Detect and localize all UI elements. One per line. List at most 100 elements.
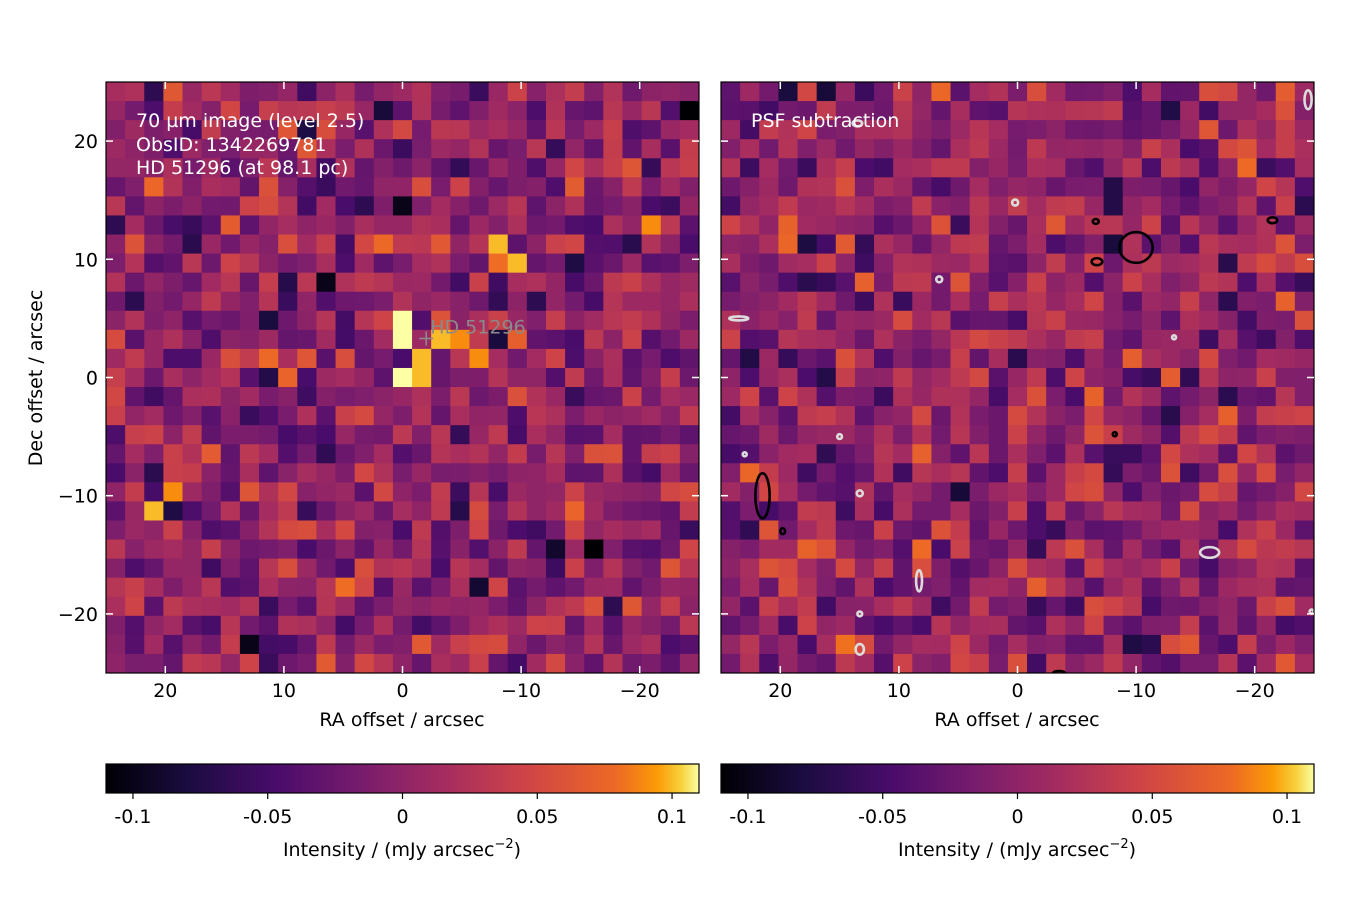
heatmap-pixel [950, 158, 971, 178]
heatmap-pixel [526, 577, 547, 598]
heatmap-pixel [335, 234, 356, 255]
heatmap-pixels [721, 82, 1314, 673]
heatmap-pixel [488, 82, 509, 102]
heatmap-pixel [182, 272, 203, 293]
heatmap-pixel [163, 596, 184, 617]
heatmap-pixel [1141, 520, 1162, 541]
heatmap-pixel [603, 520, 624, 541]
heatmap-pixel [259, 596, 279, 617]
heatmap-pixel [854, 196, 875, 217]
heatmap-pixel [144, 425, 164, 445]
heatmap-pixel [1218, 482, 1239, 503]
heatmap-pixel [373, 177, 394, 197]
heatmap-pixel [1122, 310, 1143, 331]
heatmap-pixel [1027, 348, 1047, 369]
heatmap-pixel [507, 577, 528, 598]
heatmap-pixel [565, 348, 585, 369]
heatmap-pixel [950, 272, 971, 293]
heatmap-pixel [778, 82, 799, 102]
heatmap-pixel [431, 653, 451, 673]
heatmap-pixel [1103, 596, 1124, 617]
heatmap-pixel [1256, 101, 1277, 121]
heatmap-pixel [1256, 139, 1277, 159]
heatmap-pixel [1160, 577, 1181, 598]
heatmap-pixel [220, 272, 241, 293]
contour-positive [1118, 230, 1155, 265]
heatmap-pixel [1046, 253, 1066, 274]
heatmap-pixel [1256, 177, 1277, 197]
heatmap-pixel [469, 501, 490, 522]
heatmap-pixel [201, 139, 222, 159]
heatmap-pixel [1084, 406, 1105, 426]
heatmap-pixel [1218, 463, 1239, 483]
heatmap-pixel [1237, 425, 1258, 445]
heatmap-pixel [469, 653, 490, 673]
heatmap-pixel [759, 348, 779, 369]
heatmap-pixel [1256, 196, 1277, 217]
heatmap-pixel [969, 329, 990, 350]
heatmap-pixel [1141, 329, 1162, 350]
heatmap-pixel [759, 329, 779, 350]
heatmap-pixel [778, 615, 799, 636]
heatmap-pixel [1199, 177, 1219, 197]
heatmap-pixel [278, 539, 298, 560]
heatmap-pixel [893, 482, 913, 503]
heatmap-pixel [679, 367, 699, 388]
heatmap-pixel [1275, 482, 1296, 503]
heatmap-pixel [335, 196, 356, 217]
heatmap-pixel [1027, 196, 1047, 217]
heatmap-pixel [641, 291, 662, 312]
heatmap-pixel [373, 158, 394, 178]
heatmap-pixel [259, 558, 279, 579]
heatmap-pixel [1160, 310, 1181, 331]
heatmap-pixel [603, 482, 624, 503]
heatmap-pixel [1141, 406, 1162, 426]
heatmap-pixel [526, 539, 547, 560]
heatmap-pixel [1046, 615, 1066, 636]
heatmap-pixel [1141, 444, 1162, 464]
heatmap-pixel [679, 158, 699, 178]
heatmap-pixel [469, 615, 490, 636]
heatmap-pixel [392, 82, 413, 102]
heatmap-pixel [1084, 482, 1105, 503]
heatmap-pixel [1007, 577, 1028, 598]
heatmap-pixel [450, 482, 471, 503]
heatmap-pixel [679, 596, 699, 617]
heatmap-pixel [392, 558, 413, 579]
heatmap-pixel [797, 482, 818, 503]
heatmap-pixel [950, 196, 971, 217]
heatmap-pixel [893, 82, 913, 102]
heatmap-pixel [545, 482, 566, 503]
heatmap-pixel [316, 253, 337, 274]
heatmap-pixel [1027, 310, 1047, 331]
heatmap-pixel [488, 387, 509, 407]
heatmap-pixel [778, 291, 799, 312]
heatmap-pixel [526, 387, 547, 407]
heatmap-pixel [220, 634, 241, 655]
heatmap-pixel [144, 482, 164, 503]
heatmap-pixel [912, 463, 933, 483]
heatmap-pixel [373, 596, 394, 617]
heatmap-pixel [778, 406, 799, 426]
heatmap-pixel [565, 653, 585, 673]
heatmap-pixel [759, 177, 779, 197]
heatmap-pixel [507, 329, 528, 350]
heatmap-pixel [144, 539, 164, 560]
heatmap-pixel [759, 215, 779, 236]
heatmap-pixel [1237, 329, 1258, 350]
heatmap-pixel [835, 120, 856, 140]
heatmap-pixel [874, 272, 894, 293]
heatmap-pixel [950, 329, 971, 350]
heatmap-pixel [450, 272, 471, 293]
heatmap-pixel [931, 577, 952, 598]
heatmap-pixel [1027, 82, 1047, 102]
heatmap-pixel [201, 482, 222, 503]
heatmap-pixel [759, 120, 779, 140]
heatmap-pixel [278, 425, 298, 445]
heatmap-pixel [660, 634, 681, 655]
heatmap-pixel [931, 634, 952, 655]
heatmap-pixel [182, 120, 203, 140]
heatmap-pixel [488, 501, 509, 522]
heatmap-pixel [488, 520, 509, 541]
heatmap-pixel [507, 196, 528, 217]
